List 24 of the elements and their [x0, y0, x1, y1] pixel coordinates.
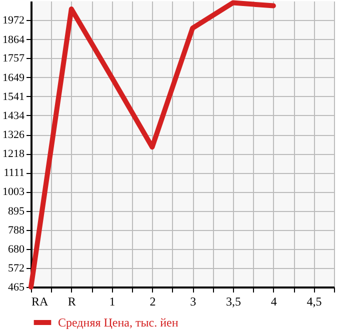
- y-tick-label: 1218: [2, 148, 25, 160]
- y-tick-label: 1972: [2, 14, 24, 27]
- x-tick-label: 4: [270, 294, 277, 308]
- y-tick-label: 1434: [2, 110, 25, 122]
- y-tick-label: 680: [8, 243, 25, 256]
- y-tick-label: 572: [8, 262, 24, 275]
- y-tick-label: 895: [8, 205, 25, 218]
- y-tick-label: 1757: [2, 52, 25, 65]
- y-tick-label: 1864: [2, 34, 25, 46]
- y-tick-label: 1003: [2, 186, 25, 198]
- y-tick-label: 465: [8, 282, 25, 294]
- y-tick-label: 788: [8, 224, 25, 236]
- y-tick-label: 1326: [2, 129, 25, 142]
- x-tick-label: 4,5: [306, 294, 322, 308]
- y-tick-label: 1541: [2, 90, 24, 103]
- x-tick-label: RA: [32, 294, 49, 308]
- x-tick-label: 2: [150, 294, 156, 308]
- x-tick-label: 3: [190, 294, 196, 308]
- x-tick-label: R: [68, 294, 76, 308]
- legend-label: Средняя Цена, тыс. йен: [58, 316, 179, 330]
- x-tick-label: 1: [109, 294, 116, 308]
- y-tick-label: 1649: [2, 72, 25, 84]
- x-tick-label: 3,5: [226, 294, 241, 308]
- y-tick-label: 1111: [4, 167, 24, 180]
